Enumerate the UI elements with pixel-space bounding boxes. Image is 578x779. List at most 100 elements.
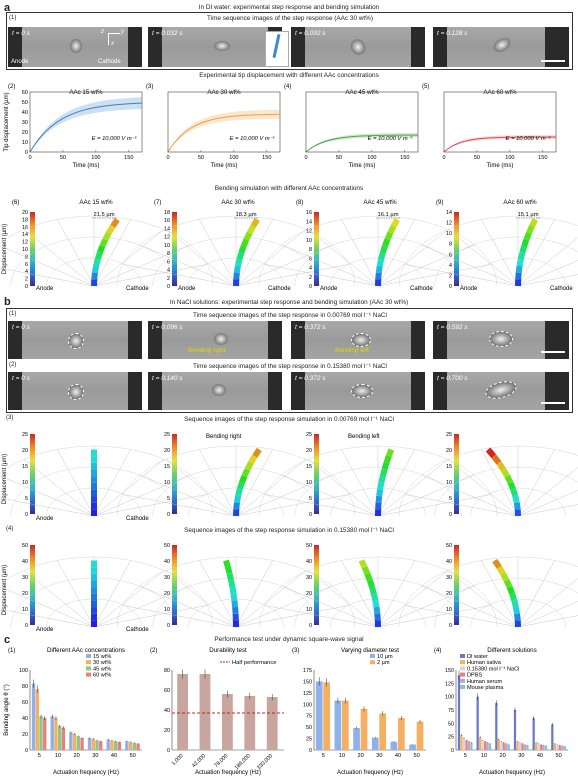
field-line: [517, 490, 578, 517]
field-line: [517, 274, 578, 287]
frame-b2-1-time: t = 0 s: [12, 375, 30, 382]
legend-label: 45 wt%: [93, 666, 111, 672]
x-tick-label: 42,000: [191, 753, 207, 769]
y-tick-label: 60: [22, 90, 28, 96]
legend-label: Human serum: [467, 679, 502, 685]
field-line: [93, 494, 208, 517]
bar: [479, 737, 482, 750]
cathode-label: Cathode: [98, 59, 121, 65]
x-tick-label: 78,000: [214, 753, 230, 769]
field-line: [307, 459, 379, 517]
field-line: [377, 449, 415, 517]
beam-segment: [223, 559, 231, 568]
equipotential-arc: [116, 215, 356, 287]
colorbar-tick: 14: [446, 210, 452, 216]
beam-segment: [485, 447, 497, 459]
field-line: [165, 229, 237, 287]
beam-segment: [91, 272, 98, 280]
performance-bar-charts: Bending angle θ (°) (1) Different AAc conc…: [4, 647, 568, 776]
bar-title: Different solutions: [487, 647, 536, 654]
y-tick-label: 0: [309, 512, 312, 518]
bar: [132, 742, 137, 750]
field-line: [377, 219, 415, 287]
x-tick-label: 30: [92, 753, 98, 759]
bar: [117, 742, 122, 750]
y-tick-label: 50: [448, 721, 454, 727]
beam-segment: [387, 224, 397, 235]
bar: [507, 744, 510, 750]
ylabel-displacement: Displacement (µm): [2, 224, 8, 274]
bar: [526, 745, 529, 750]
field-line: [517, 504, 578, 517]
tip-displacement-label: 15.1 µm: [517, 212, 538, 218]
field-line: [93, 605, 208, 628]
chart-index: (3): [146, 84, 153, 90]
frame-a4: t = 0.128 s: [433, 27, 569, 67]
bar: [61, 727, 66, 750]
beam-segment: [381, 461, 390, 471]
beam-segment: [500, 467, 510, 478]
beam-segment: [94, 251, 103, 261]
y-tick-label: 20: [22, 591, 28, 597]
colorbar-tick: 4: [167, 268, 170, 274]
beam-segment: [521, 238, 530, 248]
beam-segment: [491, 454, 502, 465]
legend-swatch: [370, 654, 375, 658]
field-annotation: E = 10,000 V m⁻¹: [368, 136, 413, 142]
x-tick-label: 5: [38, 753, 41, 759]
y-tick-label: 30: [446, 575, 452, 581]
beam-segment: [239, 475, 248, 484]
bar: [125, 741, 129, 750]
field-line: [57, 219, 95, 287]
anode-label: Anode: [178, 286, 196, 292]
bar: [500, 741, 503, 750]
x-axis-label: Actuation frequency (Hz): [53, 770, 119, 776]
colorbar-tick: 14: [306, 219, 312, 225]
colorbar-tick: 12: [446, 221, 452, 227]
cantilever-schematic-icon: [265, 31, 289, 67]
field-line: [57, 560, 95, 628]
y-tick-label: 0: [451, 748, 454, 754]
y-tick-label: 40: [446, 559, 452, 565]
x-tick-label: 50: [414, 753, 420, 759]
colorbar-tick: 2: [309, 275, 312, 281]
bar: [513, 710, 517, 750]
frame-b2-1: t = 0 s: [8, 372, 142, 410]
x-axis-label: Time (ms): [487, 163, 514, 169]
beam-segment: [370, 593, 379, 602]
x-tick-label: 330,000: [256, 753, 274, 771]
field-line: [404, 494, 519, 517]
field-line: [447, 459, 519, 517]
colorbar-tick: 10: [306, 238, 312, 244]
x-tick-label: 100: [505, 155, 514, 161]
bar: [50, 716, 54, 750]
x-tick-label: 20: [500, 753, 506, 759]
equipotential-arc: [188, 257, 284, 287]
beam-segment: [507, 481, 516, 491]
beam-segment: [384, 231, 394, 241]
chart-title: AAc 15 wt%: [69, 89, 103, 96]
equipotential-arc: [258, 445, 498, 517]
sim-title: AAc 60 wt%: [503, 199, 537, 206]
colorbar: [30, 545, 35, 625]
bar: [390, 741, 398, 750]
field-line: [404, 605, 519, 628]
frame-a4-time: t = 0.128 s: [437, 30, 468, 37]
equipotential-arc: [470, 487, 566, 517]
colorbar: [172, 212, 177, 286]
colorbar-tick: 4: [309, 266, 312, 272]
beam-segment: [230, 593, 238, 601]
x-axis-label: Time (ms): [73, 163, 100, 169]
bar: [518, 742, 522, 750]
y-tick-label: 25: [448, 735, 454, 741]
bar: [497, 739, 500, 750]
bar: [114, 741, 118, 750]
y-tick-label: 20: [164, 728, 170, 734]
equipotential-arc: [330, 257, 426, 287]
frame-a1: t = 0 s Anode Cathode y x z: [8, 27, 142, 67]
y-tick-label: 100: [303, 702, 312, 708]
x-tick-label: 50: [336, 155, 342, 161]
colorbar-tick: 16: [164, 218, 170, 224]
x-tick-label: 20: [358, 753, 364, 759]
bar: [476, 696, 479, 750]
